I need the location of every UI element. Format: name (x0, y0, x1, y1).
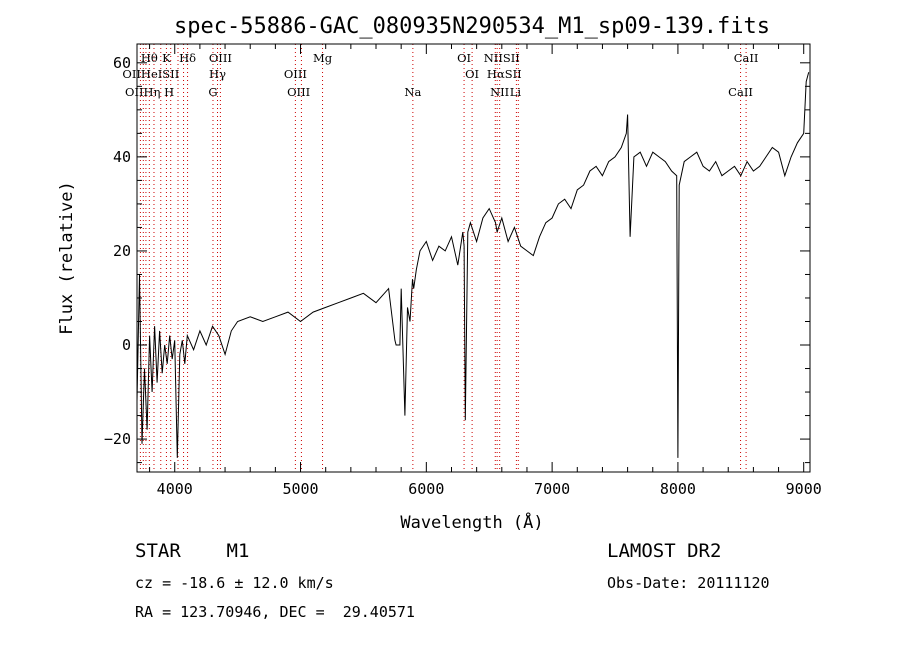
redshift-value: cz = -18.6 ± 12.0 km/s (135, 574, 334, 592)
y-tick-label: 0 (122, 336, 131, 354)
line-label: Hγ (209, 67, 226, 81)
spectrum-series-line (136, 72, 810, 458)
line-label: NII (490, 85, 509, 99)
line-label: OIII (209, 51, 232, 65)
line-label: OI (457, 51, 471, 65)
x-tick-label: 8000 (660, 480, 696, 498)
y-axis-ticks: −20 0 20 40 60 (104, 54, 810, 464)
line-label: OIII (287, 85, 310, 99)
x-tick-label: 6000 (408, 480, 444, 498)
y-tick-label: −20 (104, 430, 131, 448)
line-label: OI (465, 67, 479, 81)
survey-name: LAMOST DR2 (607, 540, 722, 562)
line-label: K (162, 51, 171, 65)
chart-title: spec-55886-GAC_080935N290534_M1_sp09-139… (174, 14, 770, 39)
line-label: OIII (284, 67, 307, 81)
line-label: Mg (313, 51, 333, 65)
line-label: HαSII (487, 67, 522, 81)
line-label: Na (404, 85, 421, 99)
line-label: Li (510, 85, 522, 99)
x-axis-ticks: 4000 5000 6000 7000 8000 9000 (149, 44, 822, 498)
obs-date: Obs-Date: 20111120 (607, 574, 770, 592)
x-tick-label: 5000 (282, 480, 318, 498)
y-axis-label: Flux (relative) (57, 181, 77, 335)
x-tick-label: 9000 (786, 480, 822, 498)
line-label: CaII (734, 51, 759, 65)
line-label: NIISII (484, 51, 520, 65)
line-label: Hθ (141, 51, 158, 65)
object-class: STAR M1 (135, 540, 250, 562)
x-tick-label: 7000 (534, 480, 570, 498)
y-tick-label: 40 (113, 148, 131, 166)
spectral-line-markers (139, 44, 747, 472)
plot-frame (136, 43, 811, 473)
y-tick-label: 20 (113, 242, 131, 260)
coordinates: RA = 123.70946, DEC = 29.40571 (135, 603, 415, 621)
line-label: G (208, 85, 217, 99)
y-tick-label: 60 (113, 54, 131, 72)
line-label: CaII (728, 85, 753, 99)
x-tick-label: 4000 (157, 480, 193, 498)
x-axis-label: Wavelength (Å) (400, 511, 543, 533)
line-label: Hδ (179, 51, 196, 65)
line-label: OIIHη H (125, 85, 174, 99)
